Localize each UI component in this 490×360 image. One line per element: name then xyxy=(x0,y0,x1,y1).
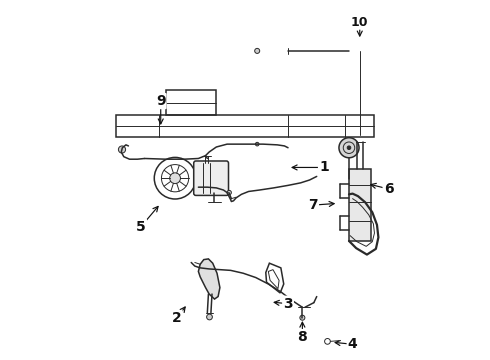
Text: 4: 4 xyxy=(348,337,358,351)
Text: 2: 2 xyxy=(172,311,182,325)
Text: 10: 10 xyxy=(351,16,368,29)
Circle shape xyxy=(300,315,305,320)
Bar xyxy=(349,169,371,241)
Circle shape xyxy=(347,146,351,149)
Circle shape xyxy=(170,173,180,184)
Text: 8: 8 xyxy=(297,330,307,344)
Text: 5: 5 xyxy=(136,220,146,234)
Polygon shape xyxy=(269,270,279,289)
Text: 1: 1 xyxy=(319,161,329,175)
Text: 7: 7 xyxy=(308,198,318,212)
Circle shape xyxy=(339,138,359,158)
Bar xyxy=(166,90,216,116)
Circle shape xyxy=(255,48,260,53)
Circle shape xyxy=(255,142,259,146)
Bar xyxy=(116,116,374,137)
Text: 6: 6 xyxy=(384,182,393,196)
Text: 3: 3 xyxy=(283,297,293,311)
Circle shape xyxy=(227,190,231,195)
Polygon shape xyxy=(198,259,220,299)
Text: 9: 9 xyxy=(156,94,166,108)
FancyBboxPatch shape xyxy=(194,161,228,195)
Circle shape xyxy=(207,314,212,320)
Circle shape xyxy=(119,146,125,153)
